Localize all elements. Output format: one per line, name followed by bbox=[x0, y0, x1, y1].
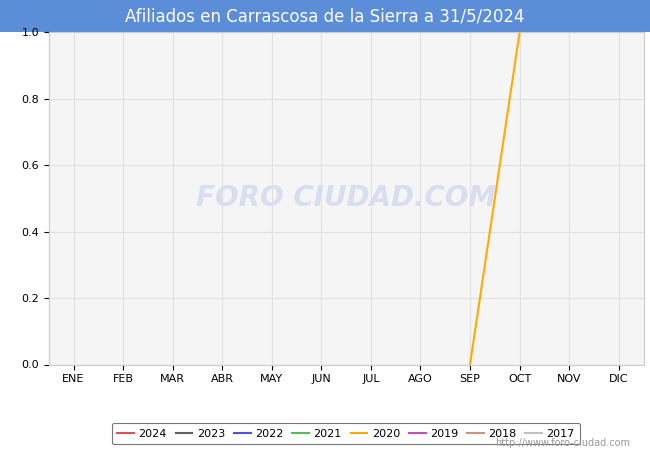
Text: http://www.foro-ciudad.com: http://www.foro-ciudad.com bbox=[495, 438, 630, 448]
Text: FORO CIUDAD.COM: FORO CIUDAD.COM bbox=[196, 184, 496, 212]
Legend: 2024, 2023, 2022, 2021, 2020, 2019, 2018, 2017: 2024, 2023, 2022, 2021, 2020, 2019, 2018… bbox=[112, 423, 580, 444]
Text: Afiliados en Carrascosa de la Sierra a 31/5/2024: Afiliados en Carrascosa de la Sierra a 3… bbox=[125, 7, 525, 25]
